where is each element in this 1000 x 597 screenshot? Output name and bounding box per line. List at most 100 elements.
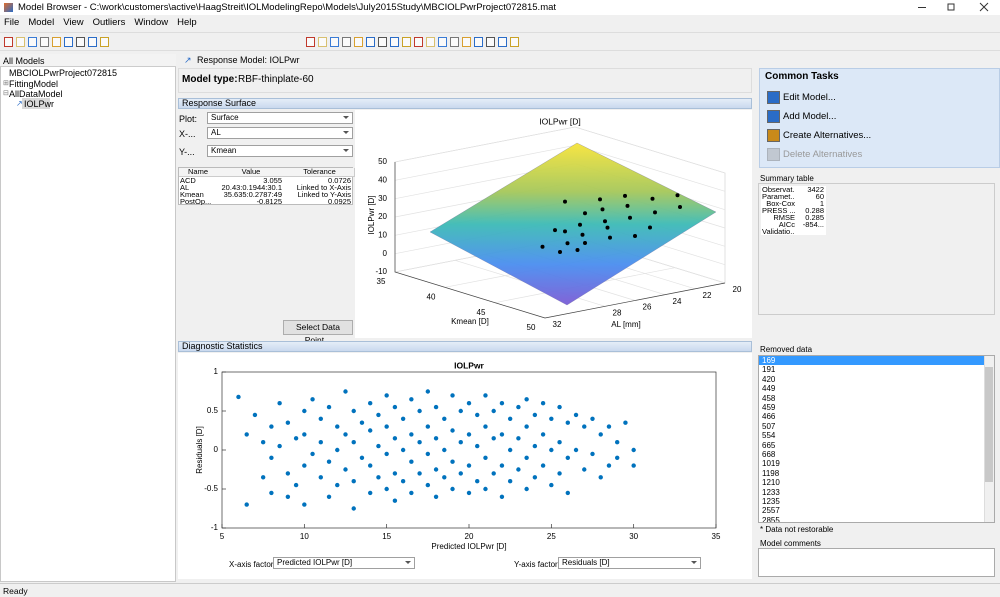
data-point [442, 417, 446, 421]
data-point [368, 491, 372, 495]
data-point [434, 495, 438, 499]
y-tick-label: -1 [211, 523, 219, 532]
data-point [286, 495, 290, 499]
data-point [563, 200, 567, 204]
data-point [327, 495, 331, 499]
data-point [319, 417, 323, 421]
data-point [467, 401, 471, 405]
data-point [467, 432, 471, 436]
data-point [302, 432, 306, 436]
data-point [335, 424, 339, 428]
data-point [590, 417, 594, 421]
y-axis-label: Kmean [D] [451, 317, 489, 326]
data-point [360, 421, 364, 425]
data-point [566, 456, 570, 460]
data-point [393, 499, 397, 503]
x-tick-label: 5 [220, 532, 225, 541]
data-point [277, 444, 281, 448]
data-point [533, 444, 537, 448]
data-point [442, 448, 446, 452]
data-point [678, 205, 682, 209]
data-point [302, 463, 306, 467]
data-point [475, 444, 479, 448]
data-point [319, 475, 323, 479]
data-point [376, 475, 380, 479]
data-point [633, 234, 637, 238]
data-point [434, 436, 438, 440]
data-point [269, 456, 273, 460]
x-tick-label: 28 [613, 308, 622, 317]
data-point [401, 479, 405, 483]
data-point [557, 405, 561, 409]
z-tick-label: 10 [378, 230, 387, 239]
data-point [450, 487, 454, 491]
data-point [516, 436, 520, 440]
y-tick-label: 40 [427, 292, 436, 301]
data-point [294, 436, 298, 440]
y-tick-label: 0.5 [207, 406, 219, 415]
data-point [475, 479, 479, 483]
data-point [236, 395, 240, 399]
data-point [368, 401, 372, 405]
data-point [442, 475, 446, 479]
x-tick-label: 20 [733, 285, 742, 294]
data-point [261, 475, 265, 479]
data-point [651, 197, 655, 201]
data-point [294, 483, 298, 487]
data-point [417, 440, 421, 444]
data-point [582, 467, 586, 471]
data-point [508, 417, 512, 421]
data-point [557, 471, 561, 475]
data-point [426, 452, 430, 456]
data-point [533, 413, 537, 417]
y-tick-label: 45 [477, 308, 486, 317]
data-point [352, 440, 356, 444]
data-point [582, 424, 586, 428]
data-point [376, 444, 380, 448]
data-point [483, 456, 487, 460]
data-point [615, 456, 619, 460]
data-point [327, 405, 331, 409]
data-point [409, 397, 413, 401]
x-tick-label: 22 [703, 291, 712, 300]
data-point [603, 219, 607, 223]
data-point [576, 248, 580, 252]
data-point [376, 413, 380, 417]
data-point [459, 471, 463, 475]
data-point [393, 436, 397, 440]
data-point [492, 471, 496, 475]
data-point [310, 452, 314, 456]
data-point [450, 393, 454, 397]
data-point [676, 193, 680, 197]
data-point [574, 413, 578, 417]
data-point [368, 428, 372, 432]
data-point [286, 471, 290, 475]
data-point [524, 487, 528, 491]
data-point [608, 236, 612, 240]
data-point [335, 483, 339, 487]
data-point [524, 397, 528, 401]
data-point [566, 421, 570, 425]
data-point [566, 241, 570, 245]
data-point [352, 409, 356, 413]
z-tick-label: 30 [378, 194, 387, 203]
data-point [483, 424, 487, 428]
data-point [467, 491, 471, 495]
data-point [269, 491, 273, 495]
data-point [417, 471, 421, 475]
data-point [360, 456, 364, 460]
data-point [352, 506, 356, 510]
data-point [302, 409, 306, 413]
data-point [393, 405, 397, 409]
data-point [599, 475, 603, 479]
data-point [310, 397, 314, 401]
data-point [578, 223, 582, 227]
data-point [426, 389, 430, 393]
data-point [352, 479, 356, 483]
data-point [384, 452, 388, 456]
data-point [401, 417, 405, 421]
data-point [459, 409, 463, 413]
data-point [626, 204, 630, 208]
data-point [524, 424, 528, 428]
